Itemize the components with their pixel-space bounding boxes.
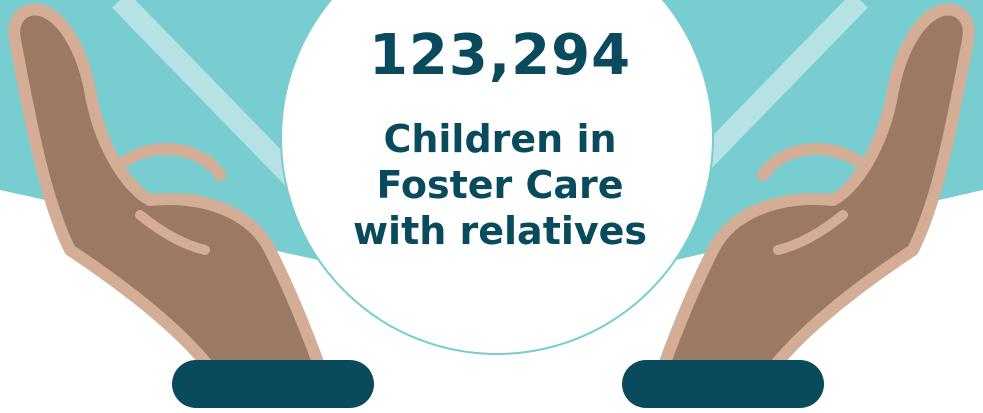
caption-line: with relatives [352, 209, 648, 253]
right-cuff-icon [622, 360, 824, 408]
right-hand-icon [657, 3, 975, 374]
stat-caption: Children in Foster Care with relatives [300, 116, 700, 254]
left-hand-icon [8, 3, 326, 374]
stat-number: 123,294 [368, 23, 632, 88]
center-circle [280, 0, 714, 355]
left-cuff-icon [172, 360, 374, 408]
caption-line: Foster Care [376, 163, 624, 207]
light-band-left [112, 0, 308, 193]
caption-line: Children in [383, 117, 617, 161]
